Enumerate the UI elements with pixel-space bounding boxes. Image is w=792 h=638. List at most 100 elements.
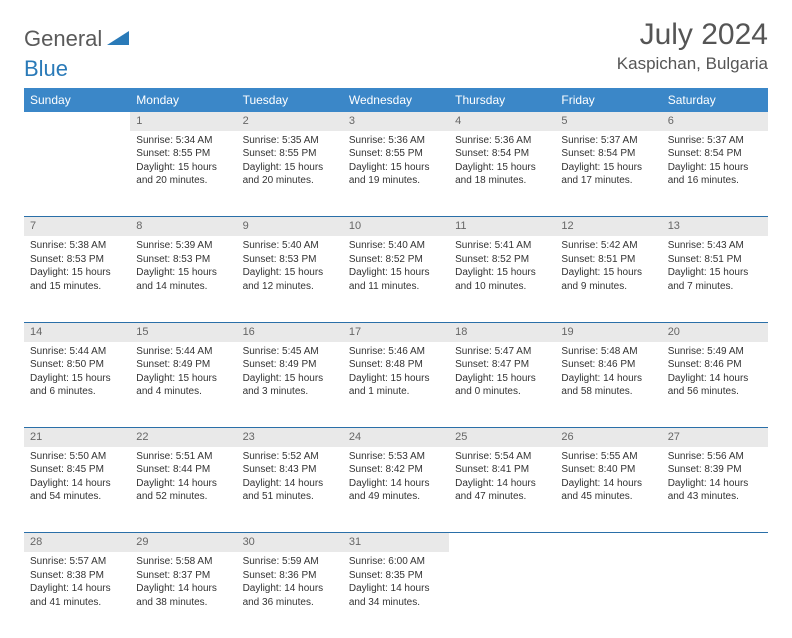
day-number-cell: 11 <box>449 217 555 236</box>
day-content-row: Sunrise: 5:38 AMSunset: 8:53 PMDaylight:… <box>24 236 768 322</box>
day-content-cell: Sunrise: 5:41 AMSunset: 8:52 PMDaylight:… <box>449 236 555 322</box>
day-content-cell: Sunrise: 5:35 AMSunset: 8:55 PMDaylight:… <box>237 131 343 217</box>
daylight-line: Daylight: 14 hours and 45 minutes. <box>561 477 655 504</box>
day-content-cell: Sunrise: 5:46 AMSunset: 8:48 PMDaylight:… <box>343 342 449 428</box>
sunrise-line: Sunrise: 5:59 AM <box>243 555 337 569</box>
sunset-line: Sunset: 8:42 PM <box>349 463 443 477</box>
weekday-header: Sunday <box>24 88 130 112</box>
day-content-cell: Sunrise: 5:38 AMSunset: 8:53 PMDaylight:… <box>24 236 130 322</box>
daylight-line: Daylight: 15 hours and 20 minutes. <box>136 161 230 188</box>
sunset-line: Sunset: 8:37 PM <box>136 569 230 583</box>
day-number-cell: 24 <box>343 428 449 447</box>
sunrise-line: Sunrise: 5:43 AM <box>668 239 762 253</box>
daylight-line: Daylight: 15 hours and 0 minutes. <box>455 372 549 399</box>
daylight-line: Daylight: 15 hours and 19 minutes. <box>349 161 443 188</box>
sunrise-line: Sunrise: 5:55 AM <box>561 450 655 464</box>
daylight-line: Daylight: 14 hours and 49 minutes. <box>349 477 443 504</box>
daylight-line: Daylight: 14 hours and 34 minutes. <box>349 582 443 609</box>
sunrise-line: Sunrise: 5:34 AM <box>136 134 230 148</box>
day-content-row: Sunrise: 5:57 AMSunset: 8:38 PMDaylight:… <box>24 552 768 638</box>
sunrise-line: Sunrise: 5:53 AM <box>349 450 443 464</box>
day-number-cell: 16 <box>237 322 343 341</box>
daylight-line: Daylight: 15 hours and 14 minutes. <box>136 266 230 293</box>
day-number-cell <box>449 533 555 552</box>
sunset-line: Sunset: 8:54 PM <box>561 147 655 161</box>
day-content-cell <box>24 131 130 217</box>
daylight-line: Daylight: 15 hours and 7 minutes. <box>668 266 762 293</box>
day-number-cell: 12 <box>555 217 661 236</box>
day-content-cell: Sunrise: 5:54 AMSunset: 8:41 PMDaylight:… <box>449 447 555 533</box>
daylight-line: Daylight: 15 hours and 20 minutes. <box>243 161 337 188</box>
day-number-cell: 26 <box>555 428 661 447</box>
daylight-line: Daylight: 14 hours and 41 minutes. <box>30 582 124 609</box>
day-content-cell: Sunrise: 5:34 AMSunset: 8:55 PMDaylight:… <box>130 131 236 217</box>
sunrise-line: Sunrise: 5:47 AM <box>455 345 549 359</box>
logo-triangle-icon <box>107 29 129 50</box>
sunset-line: Sunset: 8:55 PM <box>136 147 230 161</box>
sunset-line: Sunset: 8:53 PM <box>136 253 230 267</box>
sunset-line: Sunset: 8:47 PM <box>455 358 549 372</box>
sunset-line: Sunset: 8:55 PM <box>243 147 337 161</box>
sunset-line: Sunset: 8:46 PM <box>668 358 762 372</box>
day-number-cell: 18 <box>449 322 555 341</box>
daylight-line: Daylight: 15 hours and 10 minutes. <box>455 266 549 293</box>
day-content-cell: Sunrise: 5:50 AMSunset: 8:45 PMDaylight:… <box>24 447 130 533</box>
day-number-cell: 13 <box>662 217 768 236</box>
day-content-cell: Sunrise: 5:58 AMSunset: 8:37 PMDaylight:… <box>130 552 236 638</box>
sunrise-line: Sunrise: 5:45 AM <box>243 345 337 359</box>
sunrise-line: Sunrise: 5:36 AM <box>455 134 549 148</box>
day-number-cell: 25 <box>449 428 555 447</box>
day-number-cell: 4 <box>449 112 555 131</box>
sunrise-line: Sunrise: 5:52 AM <box>243 450 337 464</box>
day-number-cell: 8 <box>130 217 236 236</box>
sunrise-line: Sunrise: 5:48 AM <box>561 345 655 359</box>
sunset-line: Sunset: 8:43 PM <box>243 463 337 477</box>
day-number-row: 78910111213 <box>24 217 768 236</box>
calendar-header-row: SundayMondayTuesdayWednesdayThursdayFrid… <box>24 88 768 112</box>
day-content-cell: Sunrise: 5:37 AMSunset: 8:54 PMDaylight:… <box>662 131 768 217</box>
sunrise-line: Sunrise: 5:58 AM <box>136 555 230 569</box>
sunrise-line: Sunrise: 5:44 AM <box>136 345 230 359</box>
calendar-table: SundayMondayTuesdayWednesdayThursdayFrid… <box>24 88 768 638</box>
daylight-line: Daylight: 15 hours and 4 minutes. <box>136 372 230 399</box>
day-number-cell: 20 <box>662 322 768 341</box>
sunset-line: Sunset: 8:53 PM <box>30 253 124 267</box>
day-number-row: 28293031 <box>24 533 768 552</box>
day-number-cell: 7 <box>24 217 130 236</box>
day-content-cell: Sunrise: 5:39 AMSunset: 8:53 PMDaylight:… <box>130 236 236 322</box>
day-number-cell: 30 <box>237 533 343 552</box>
daylight-line: Daylight: 14 hours and 36 minutes. <box>243 582 337 609</box>
daylight-line: Daylight: 14 hours and 38 minutes. <box>136 582 230 609</box>
weekday-header: Tuesday <box>237 88 343 112</box>
sunset-line: Sunset: 8:53 PM <box>243 253 337 267</box>
day-content-cell: Sunrise: 5:44 AMSunset: 8:49 PMDaylight:… <box>130 342 236 428</box>
sunrise-line: Sunrise: 5:41 AM <box>455 239 549 253</box>
month-title: July 2024 <box>617 18 768 52</box>
sunset-line: Sunset: 8:55 PM <box>349 147 443 161</box>
day-number-cell: 19 <box>555 322 661 341</box>
day-content-cell: Sunrise: 5:40 AMSunset: 8:53 PMDaylight:… <box>237 236 343 322</box>
day-content-cell: Sunrise: 5:59 AMSunset: 8:36 PMDaylight:… <box>237 552 343 638</box>
day-content-cell: Sunrise: 5:37 AMSunset: 8:54 PMDaylight:… <box>555 131 661 217</box>
day-content-cell: Sunrise: 5:40 AMSunset: 8:52 PMDaylight:… <box>343 236 449 322</box>
logo-text-general: General <box>24 26 102 52</box>
sunset-line: Sunset: 8:51 PM <box>561 253 655 267</box>
day-number-cell: 14 <box>24 322 130 341</box>
day-number-cell: 31 <box>343 533 449 552</box>
day-number-cell: 10 <box>343 217 449 236</box>
day-number-cell: 29 <box>130 533 236 552</box>
daylight-line: Daylight: 15 hours and 11 minutes. <box>349 266 443 293</box>
sunrise-line: Sunrise: 5:37 AM <box>561 134 655 148</box>
day-content-cell: Sunrise: 5:53 AMSunset: 8:42 PMDaylight:… <box>343 447 449 533</box>
weekday-header: Wednesday <box>343 88 449 112</box>
sunrise-line: Sunrise: 5:40 AM <box>349 239 443 253</box>
sunrise-line: Sunrise: 5:54 AM <box>455 450 549 464</box>
sunset-line: Sunset: 8:51 PM <box>668 253 762 267</box>
sunrise-line: Sunrise: 5:42 AM <box>561 239 655 253</box>
day-number-row: 21222324252627 <box>24 428 768 447</box>
day-content-cell <box>555 552 661 638</box>
day-number-row: 123456 <box>24 112 768 131</box>
sunrise-line: Sunrise: 5:35 AM <box>243 134 337 148</box>
daylight-line: Daylight: 15 hours and 16 minutes. <box>668 161 762 188</box>
sunrise-line: Sunrise: 5:37 AM <box>668 134 762 148</box>
